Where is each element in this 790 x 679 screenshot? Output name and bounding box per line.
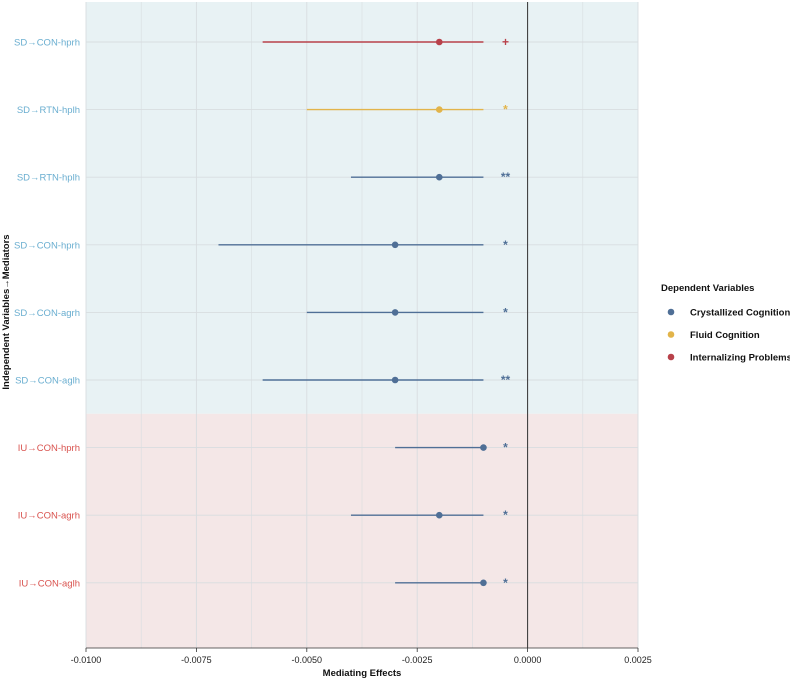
- row-label: IU→CON-agrh: [18, 511, 80, 522]
- row-label: IU→CON-hprh: [18, 443, 80, 454]
- x-axis-title: Mediating Effects: [323, 668, 402, 679]
- significance-marker: **: [501, 170, 511, 184]
- significance-marker: *: [503, 238, 508, 252]
- x-tick-label: 0.0025: [624, 655, 652, 665]
- point-estimates: [391, 38, 487, 587]
- legend-key: [667, 331, 675, 338]
- row-label: SD→RTN-hplh: [17, 105, 80, 116]
- point-estimate: [391, 241, 399, 249]
- point-estimate: [391, 309, 399, 316]
- point-estimate: [435, 173, 443, 181]
- legend-label: Fluid Cognition: [690, 330, 760, 341]
- point-estimate: [435, 106, 443, 113]
- point-estimate: [435, 511, 443, 519]
- row-label: SD→CON-hprh: [14, 38, 80, 49]
- significance-marker: *: [503, 305, 508, 319]
- x-tick-label: -0.0100: [71, 655, 102, 665]
- x-axis: -0.0100 -0.0075 -0.0050 -0.0025 0.0000 0.0025: [71, 647, 652, 665]
- point-estimate: [480, 444, 487, 451]
- row-label: IU→CON-aglh: [19, 578, 80, 589]
- x-tick-label: -0.0025: [402, 655, 433, 665]
- significance-marker: *: [503, 576, 508, 590]
- significance-marker: *: [503, 103, 508, 117]
- legend-title: Dependent Variables: [661, 283, 754, 294]
- legend: Dependent Variables Crystallized Cogniti…: [661, 283, 790, 364]
- legend-label: Crystallized Cognition: [690, 308, 790, 319]
- point-estimate: [435, 38, 443, 46]
- significance-marker: *: [503, 441, 508, 455]
- point-estimate: [480, 579, 487, 587]
- row-label: SD→CON-hprh: [14, 240, 80, 251]
- significance-marker: **: [501, 373, 511, 387]
- y-axis-labels: SD→CON-hprh SD→RTN-hplh SD→RTN-hplh SD→CON-…: [14, 38, 80, 590]
- legend-key: [667, 353, 675, 361]
- point-estimate: [391, 376, 399, 384]
- x-tick-label: -0.0075: [181, 655, 212, 665]
- significance-markers: +**********: [501, 35, 511, 590]
- row-label: SD→CON-aglh: [15, 376, 80, 387]
- error-bars: [218, 41, 484, 584]
- x-tick-label: 0.0000: [514, 655, 542, 665]
- significance-marker: *: [503, 508, 508, 522]
- y-axis-title: Independent Variables→Mediators: [1, 234, 12, 389]
- significance-marker: +: [502, 35, 509, 49]
- row-label: SD→RTN-hplh: [17, 173, 80, 184]
- legend-key: [667, 308, 675, 316]
- legend-label: Internalizing Problems: [690, 353, 790, 364]
- x-tick-label: -0.0050: [292, 655, 323, 665]
- row-label: SD→CON-agrh: [14, 308, 80, 319]
